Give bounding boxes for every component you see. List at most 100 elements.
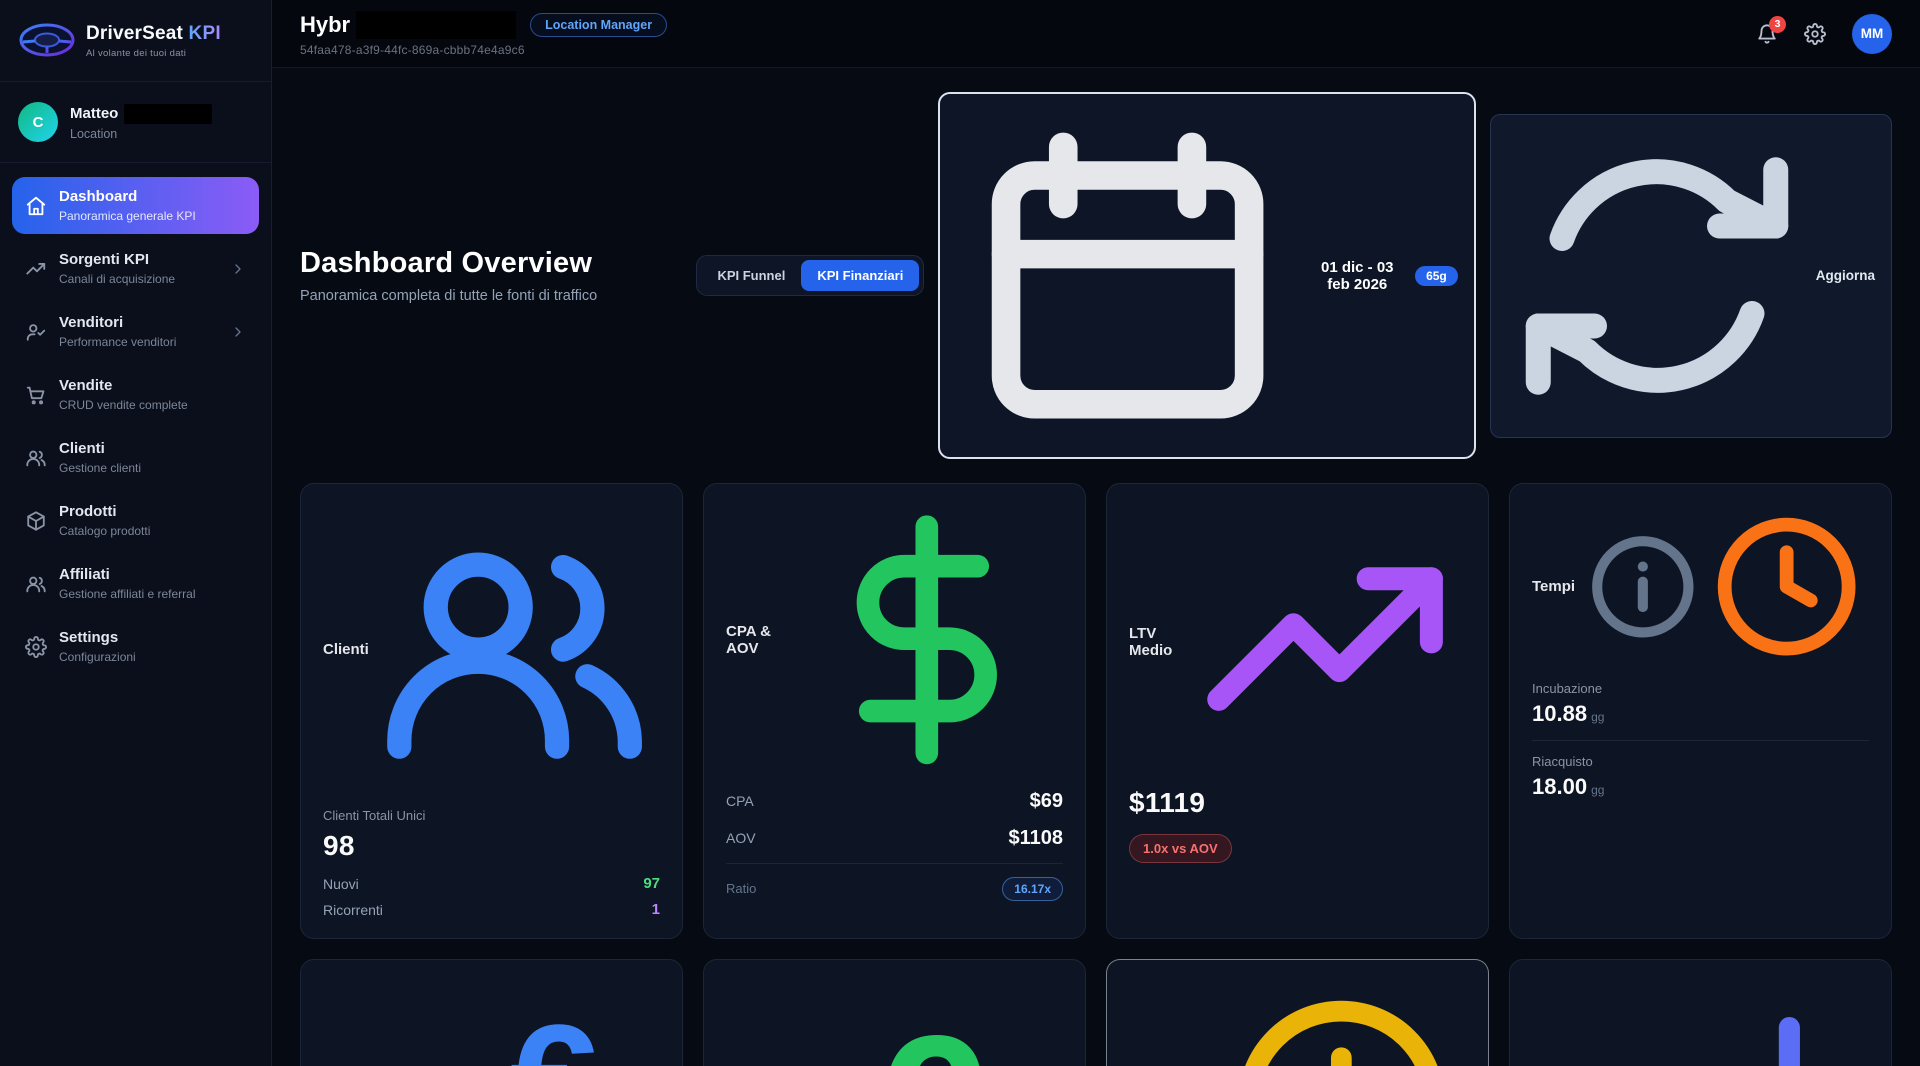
euro-icon: €: [795, 980, 1063, 1066]
sidebar-item-label: Settings: [59, 629, 119, 646]
svg-text:€: €: [873, 994, 985, 1066]
card-contrattualizzato: Contrattualizzato € $108.561 Q1 -31.1% v…: [300, 959, 683, 1066]
user-avatar: C: [18, 102, 58, 142]
dollar-icon: [791, 504, 1063, 776]
card-clienti: Clienti Clienti Totali Unici 98 Nuovi 97 R…: [300, 483, 683, 940]
calendar-icon: [956, 104, 1299, 447]
kpi-tab-group: KPI Funnel KPI Finanziari: [696, 255, 925, 297]
svg-text:€: €: [507, 992, 597, 1066]
sidebar-item-sorgenti-kpi[interactable]: Sorgenti KPI Canali di acquisizione: [12, 240, 259, 297]
kpi-grid-row-1: Clienti Clienti Totali Unici 98 Nuovi 97 R…: [300, 483, 1892, 940]
card-title: Tempi: [1532, 578, 1576, 596]
sidebar-item-subtitle: CRUD vendite complete: [59, 398, 188, 412]
sidebar-item-subtitle: Canali di acquisizione: [59, 272, 176, 286]
card-incassato: Incassato € $83.560 Q1 +69.5% vs Q4 25Q4…: [703, 959, 1086, 1066]
sidebar-item-affiliati[interactable]: Affiliati Gestione affiliati e referral: [12, 555, 259, 612]
user-check-icon: [25, 321, 47, 343]
gear-icon: [25, 635, 47, 658]
bar-chart-icon: [1615, 980, 1869, 1066]
days-count-badge: 65g: [1415, 265, 1458, 286]
user-name: Matteo: [70, 105, 119, 122]
sidebar-item-label: Prodotti: [59, 503, 117, 520]
clienti-row: Nuovi 97: [323, 875, 660, 893]
steering-wheel-icon: [19, 23, 75, 56]
sidebar-item-label: Venditori: [59, 314, 124, 331]
card-ltv-medio: LTV Medio $1119 1.0x vs AOV: [1106, 483, 1489, 940]
card-title: Clienti: [323, 641, 369, 659]
redaction-box: [356, 10, 517, 39]
page-subtitle: Panoramica completa di tutte le fonti di…: [300, 288, 598, 305]
location-uuid: 54faa478-a3f9-44fc-869a-cbbb74e4a9c6: [300, 42, 525, 57]
brand-tagline: Al volante dei tuoi dati: [86, 47, 187, 59]
euro-icon: €: [445, 980, 660, 1066]
brand-name: DriverSeat KPI: [86, 23, 221, 45]
info-icon[interactable]: [1582, 526, 1704, 648]
alert-circle-icon: [1217, 980, 1466, 1066]
sidebar-item-subtitle: Panoramica generale KPI: [59, 209, 196, 223]
brand-name-accent: KPI: [188, 22, 221, 44]
refresh-icon: [1507, 126, 1807, 426]
sidebar-user[interactable]: C Matteo Location: [0, 82, 271, 163]
card-cpa-aov: CPA & AOV CPA $69 AOV $1108 Ratio 16.17x: [703, 483, 1086, 940]
cpa-aov-row: CPA $69: [726, 789, 1063, 812]
sidebar-item-subtitle: Catalogo prodotti: [59, 524, 151, 538]
sidebar-item-label: Affiliati: [59, 566, 110, 583]
bell-icon: [1756, 23, 1778, 45]
date-range-label: 01 dic - 03 feb 2026: [1320, 258, 1394, 293]
clienti-row: Ricorrenti 1: [323, 901, 660, 919]
card-tempi: Tempi Incubazione 10.88 gg Riacquisto 18.00 g…: [1509, 483, 1892, 940]
user-subtitle: Location: [70, 126, 118, 141]
card-outstanding: Outstanding $21.500 20% Pagamenti Futuri…: [1106, 959, 1489, 1066]
main-column: Hybr Location Manager 54faa478-a3f9-44fc…: [272, 0, 1920, 1066]
sidebar-item-subtitle: Performance venditori: [59, 335, 177, 349]
ratio-badge: 16.17x: [1002, 876, 1063, 901]
sidebar-nav: Dashboard Panoramica generale KPI Sorgenti…: [0, 163, 271, 689]
settings-button[interactable]: [1804, 22, 1826, 45]
card-front-back-end: Front/Back-end Front$107.86199%Back$7001…: [1509, 959, 1892, 1066]
tab-kpi-funnel[interactable]: KPI Funnel: [701, 260, 801, 291]
sidebar-item-vendite[interactable]: Vendite CRUD vendite complete: [12, 366, 259, 423]
metric-label: Clienti Totali Unici: [323, 808, 426, 824]
profile-avatar[interactable]: MM: [1852, 13, 1892, 54]
users-icon: [369, 504, 660, 795]
refresh-button[interactable]: Aggiorna: [1489, 113, 1892, 438]
home-icon: [25, 195, 47, 217]
gear-icon: [1804, 22, 1826, 45]
redaction-box: [124, 103, 213, 124]
date-range-button[interactable]: 01 dic - 03 feb 2026 65g: [938, 92, 1476, 460]
card-title: CPA & AOV: [726, 622, 771, 657]
sidebar-item-subtitle: Configurazioni: [59, 650, 136, 664]
ltv-vs-aov-badge: 1.0x vs AOV: [1129, 834, 1232, 863]
chevron-right-icon: [230, 324, 246, 340]
tempi-row: Incubazione 10.88 gg: [1532, 681, 1605, 727]
ltv-value: $1119: [1129, 787, 1206, 818]
sidebar-item-label: Sorgenti KPI: [59, 251, 150, 268]
sidebar-item-label: Vendite: [59, 377, 113, 394]
role-badge: Location Manager: [530, 12, 668, 37]
users-icon: [25, 573, 47, 595]
chevron-right-icon: [230, 261, 246, 277]
topbar: Hybr Location Manager 54faa478-a3f9-44fc…: [272, 0, 1920, 68]
brand-name-primary: DriverSeat: [86, 22, 184, 44]
trending-up-icon: [1190, 504, 1466, 780]
package-icon: [25, 510, 47, 532]
tab-kpi-finanziari[interactable]: KPI Finanziari: [801, 260, 920, 292]
sidebar-item-subtitle: Gestione affiliati e referral: [59, 587, 196, 601]
cart-icon: [25, 384, 47, 406]
sidebar-item-label: Dashboard: [59, 188, 138, 205]
kpi-grid-row-2: Contrattualizzato € $108.561 Q1 -31.1% v…: [300, 959, 1892, 1066]
cpa-aov-row: AOV $1108: [726, 826, 1063, 849]
sidebar-item-clienti[interactable]: Clienti Gestione clienti: [12, 429, 259, 486]
sidebar-item-label: Clienti: [59, 440, 105, 457]
clock-icon: [1704, 504, 1869, 669]
sidebar-item-prodotti[interactable]: Prodotti Catalogo prodotti: [12, 492, 259, 549]
notifications-button[interactable]: 3: [1756, 15, 1786, 45]
company-title: Hybr: [300, 11, 351, 37]
trending-up-icon: [25, 258, 47, 280]
clienti-total-value: 98: [323, 830, 355, 862]
sidebar-item-dashboard[interactable]: Dashboard Panoramica generale KPI: [12, 177, 259, 234]
sidebar-item-settings[interactable]: Settings Configurazioni: [12, 618, 259, 675]
sidebar-item-venditori[interactable]: Venditori Performance venditori: [12, 303, 259, 360]
ratio-label: Ratio: [726, 881, 757, 897]
